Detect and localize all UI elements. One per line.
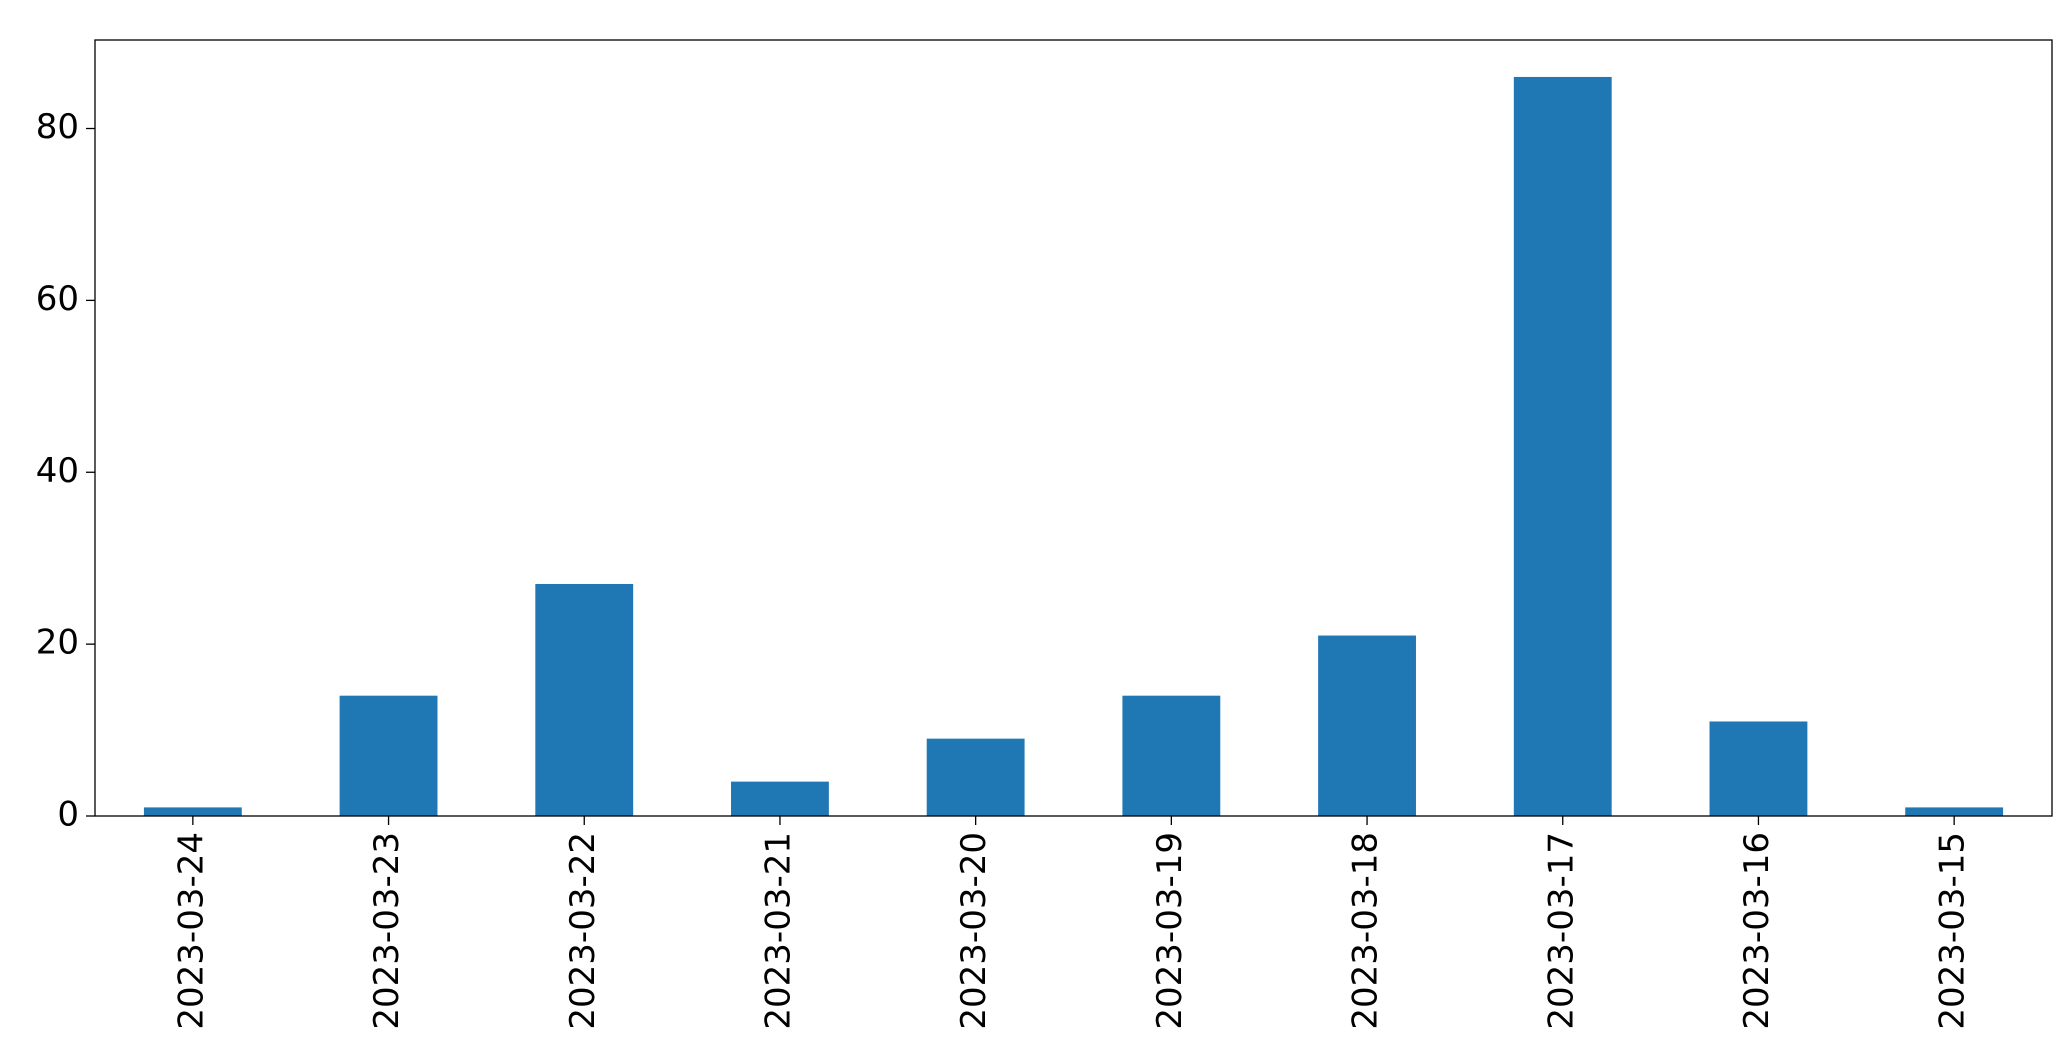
x-tick-label: 2023-03-19	[1150, 832, 1190, 1030]
y-tick-label: 60	[36, 279, 79, 319]
x-tick-label: 2023-03-21	[758, 832, 798, 1030]
plot-frame	[94, 39, 2053, 817]
x-tick-label: 2023-03-17	[1541, 832, 1581, 1030]
y-tick-label: 20	[36, 623, 79, 663]
bar	[1905, 807, 2004, 816]
x-tick-label: 2023-03-20	[954, 832, 994, 1030]
bar	[926, 738, 1025, 816]
x-tick-label: 2023-03-24	[171, 832, 211, 1030]
y-tick-label: 0	[57, 795, 79, 835]
x-tick-label: 2023-03-16	[1737, 832, 1777, 1030]
bar	[1709, 721, 1808, 816]
bar	[1513, 76, 1612, 816]
bar	[143, 807, 242, 816]
bar	[1318, 635, 1416, 816]
x-tick-label: 2023-03-23	[367, 832, 407, 1030]
x-tick-label: 2023-03-15	[1933, 832, 1973, 1030]
x-tick-label: 2023-03-18	[1346, 832, 1386, 1030]
bar	[339, 695, 438, 816]
y-tick-label: 80	[36, 107, 79, 147]
x-tick-label: 2023-03-22	[563, 832, 603, 1030]
bar	[535, 583, 634, 816]
bar	[1122, 695, 1221, 816]
bar	[731, 781, 829, 816]
y-tick-label: 40	[36, 451, 79, 491]
